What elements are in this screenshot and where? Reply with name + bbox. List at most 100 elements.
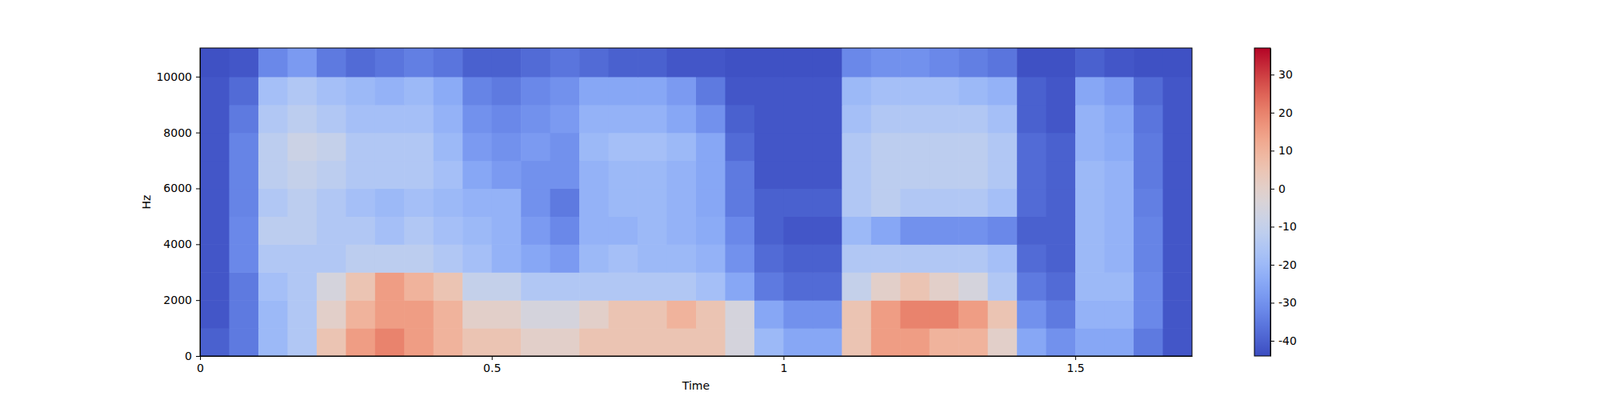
cell — [200, 300, 230, 329]
cell — [492, 48, 522, 77]
cell — [375, 76, 405, 106]
cell — [287, 48, 317, 77]
cell — [316, 244, 347, 273]
cell — [667, 104, 697, 134]
cell — [754, 188, 784, 217]
cell — [988, 160, 1018, 190]
cell — [1046, 76, 1076, 106]
cell — [637, 272, 668, 301]
cell — [375, 132, 405, 162]
cell — [1104, 300, 1135, 329]
cell — [375, 188, 405, 217]
cell — [1046, 188, 1076, 217]
cell — [579, 188, 609, 217]
cell — [667, 48, 697, 77]
tick-mark — [1270, 112, 1275, 114]
cell — [1133, 328, 1164, 356]
cell — [783, 300, 813, 329]
cell — [200, 244, 230, 273]
cell — [637, 132, 668, 162]
cell — [1075, 48, 1105, 77]
cell — [1163, 244, 1192, 273]
cell — [958, 160, 988, 190]
cell — [228, 328, 259, 356]
cell — [754, 132, 784, 162]
cell — [550, 160, 580, 190]
tick-label: 0 — [184, 349, 192, 363]
cell — [608, 104, 639, 134]
cell — [754, 328, 784, 356]
cell — [1075, 188, 1105, 217]
cell — [608, 272, 639, 301]
cell — [958, 328, 988, 356]
cell — [871, 160, 901, 190]
cell — [200, 76, 230, 106]
cell — [871, 216, 901, 245]
cell — [841, 300, 872, 329]
cell — [958, 272, 988, 301]
cell — [724, 244, 755, 273]
cell — [1016, 132, 1047, 162]
cell — [783, 76, 813, 106]
cell — [871, 272, 901, 301]
tick: 2000 — [163, 293, 200, 307]
tick-mark — [196, 76, 200, 78]
tick-mark — [1075, 356, 1076, 360]
cell — [637, 104, 668, 134]
tick: 0 — [196, 356, 204, 375]
cell — [871, 76, 901, 106]
cell — [404, 300, 434, 329]
cell — [696, 244, 726, 273]
cell — [608, 48, 639, 77]
colorbar-axis: -40-30-20-100102030 — [1270, 48, 1297, 357]
tick: 10000 — [156, 70, 200, 84]
cell — [988, 244, 1018, 273]
cell — [258, 76, 288, 106]
cell — [404, 76, 434, 106]
cell — [287, 160, 317, 190]
cell — [696, 104, 726, 134]
cell — [404, 104, 434, 134]
cell — [228, 76, 259, 106]
cell — [637, 328, 668, 356]
cell — [258, 48, 288, 77]
cell — [579, 244, 609, 273]
cell — [579, 272, 609, 301]
cell — [462, 272, 492, 301]
cell — [404, 216, 434, 245]
cell — [696, 188, 726, 217]
cell — [841, 272, 872, 301]
tick-label: -40 — [1278, 334, 1297, 348]
cell — [1104, 272, 1135, 301]
tick-label: 0.5 — [483, 361, 501, 375]
cell — [724, 104, 755, 134]
cell — [812, 244, 843, 273]
cell — [900, 188, 930, 217]
cell — [929, 160, 960, 190]
cell — [579, 160, 609, 190]
cell — [696, 160, 726, 190]
cell — [550, 216, 580, 245]
tick-label: 1.5 — [1066, 361, 1084, 375]
tick-mark — [196, 244, 200, 245]
tick: -30 — [1270, 296, 1297, 309]
tick-mark — [1270, 264, 1275, 266]
tick: 20 — [1270, 106, 1293, 120]
cell — [1016, 48, 1047, 77]
cell — [841, 104, 872, 134]
cell — [1016, 216, 1047, 245]
cell — [258, 104, 288, 134]
cell — [1163, 188, 1192, 217]
cell — [1163, 104, 1192, 134]
tick-mark — [1270, 74, 1275, 76]
cell — [375, 216, 405, 245]
cell — [812, 272, 843, 301]
cell — [550, 48, 580, 77]
cell — [550, 300, 580, 329]
tick-label: 1 — [780, 361, 788, 375]
cell — [520, 300, 551, 329]
cell — [375, 160, 405, 190]
cell — [550, 76, 580, 106]
cell — [1133, 188, 1164, 217]
cell — [1075, 272, 1105, 301]
